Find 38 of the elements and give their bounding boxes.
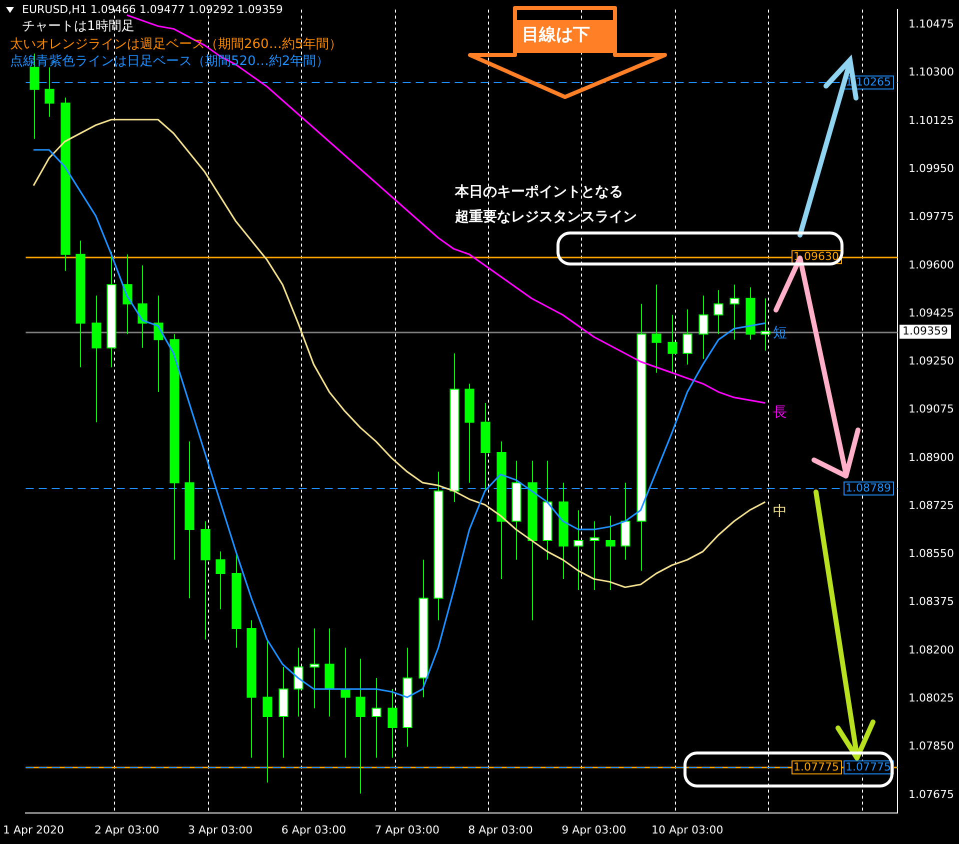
ref-line-label: 1.09359 [902,324,948,338]
y-tick-label: 1.09600 [908,258,954,272]
annotation: チャートは1時間足 [22,19,134,35]
y-tick-label: 1.08375 [908,595,954,608]
ref-line-label: 1.07775 [794,760,840,774]
y-tick-label: 1.09075 [908,402,954,416]
y-tick-label: 1.07675 [908,788,954,801]
ref-line-label: 1.08789 [846,481,892,494]
y-tick-label: 1.09250 [908,354,954,368]
y-tick-label: 1.08200 [908,643,954,656]
x-tick-label: 6 Apr 03:00 [281,823,346,836]
x-tick-label: 7 Apr 03:00 [374,823,440,836]
x-tick-label: 3 Apr 03:00 [188,823,253,836]
annotation: EURUSD,H1 1.09466 1.09477 1.09292 1.09359 [22,3,283,16]
y-tick-label: 1.09425 [908,306,954,320]
y-tick-label: 1.10475 [908,18,954,31]
candlestick [682,308,692,365]
x-tick-label: 1 Apr 2020 [3,823,64,836]
y-tick-label: 1.10300 [908,66,954,79]
x-tick-label: 9 Apr 03:00 [562,823,626,836]
ref-line-label: 1.07775 [846,760,892,774]
x-tick-label: 10 Apr 03:00 [651,823,724,836]
y-tick-label: 1.09950 [908,162,954,175]
y-tick-label: 1.08025 [908,692,954,705]
annotation: 目線は下 [522,25,590,46]
x-tick-label: 2 Apr 03:00 [94,823,160,836]
ref-line-label: 1.09630 [794,250,840,264]
y-tick-label: 1.07850 [908,740,954,753]
y-tick-label: 1.08550 [908,547,954,560]
series-label: 短 [773,324,788,341]
y-tick-label: 1.08900 [908,450,954,464]
y-tick-label: 1.09775 [908,210,954,224]
series-label: 中 [773,504,788,520]
x-tick-label: 8 Apr 03:00 [468,823,533,836]
y-tick-label: 1.08725 [908,498,954,512]
annotation: 本日のキーポイントとなる [455,184,623,201]
y-tick-label: 1.10125 [908,114,954,127]
series-label: 長 [773,404,788,421]
